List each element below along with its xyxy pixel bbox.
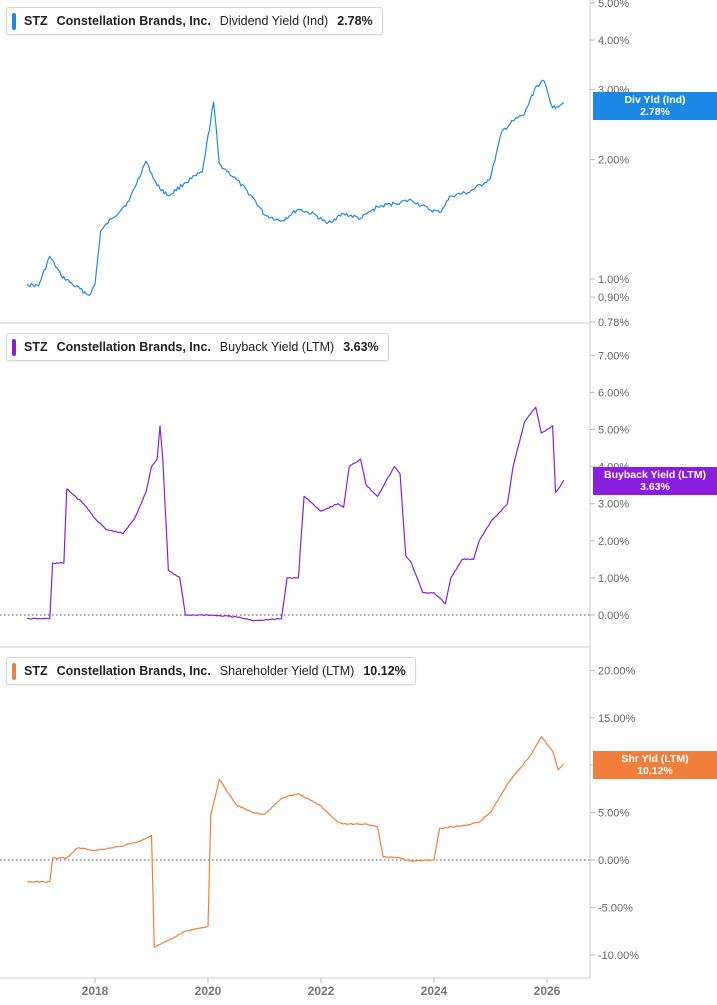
panel-separators [0, 0, 591, 979]
y-tick-label: -5.00% [598, 902, 633, 914]
y-tick-label: 7.00% [598, 350, 629, 362]
legend-value: 10.12% [363, 664, 406, 678]
x-tick-label: 2020 [195, 984, 222, 998]
zero-baselines [0, 614, 590, 861]
y-tick-label: 0.90% [598, 292, 629, 304]
series-lines [26, 79, 565, 948]
legend-value: 3.63% [343, 340, 379, 354]
series-swatch-dividend [12, 12, 16, 30]
legend-company: Constellation Brands, Inc. [56, 664, 211, 678]
x-axis-ticks: 2018 2020 2022 2024 2026 [82, 978, 561, 998]
y-tick-label: 3.00% [598, 499, 629, 511]
y-tick-label: 6.00% [598, 387, 629, 399]
y-tick-label: 1.00% [598, 573, 629, 585]
tag-value: 3.63% [640, 481, 670, 493]
current-value-tag-buyback: Buyback Yield (LTM) 3.63% [593, 467, 717, 495]
legend-metric: Dividend Yield (Ind) [219, 14, 329, 28]
tag-value: 2.78% [640, 106, 670, 118]
legend-ticker: STZ [24, 340, 48, 354]
y-tick-label: 5.00% [598, 425, 629, 437]
legend-ticker: STZ [24, 14, 48, 28]
y-tick-label: 15.00% [598, 713, 636, 725]
series-line-buyback [27, 406, 565, 622]
legend-shareholder: STZ Constellation Brands, Inc. Sharehold… [6, 657, 416, 685]
y-tick-label: -10.00% [598, 950, 639, 962]
series-swatch-shareholder [12, 662, 16, 680]
x-tick-label: 2024 [421, 984, 448, 998]
y-tick-label: 20.00% [598, 665, 636, 677]
x-tick-label: 2018 [82, 984, 109, 998]
legend-buyback: STZ Constellation Brands, Inc. Buyback Y… [6, 333, 389, 361]
legend-company: Constellation Brands, Inc. [56, 340, 211, 354]
tag-value: 10.12% [637, 765, 673, 777]
y-tick-label: 0.00% [598, 855, 629, 867]
y-tick-label: 0.78% [598, 317, 629, 329]
current-value-tag-shareholder: Shr Yld (LTM) 10.12% [593, 751, 717, 779]
y-tick-label: 5.00% [598, 808, 629, 820]
current-value-tag-dividend: Div Yld (Ind) 2.78% [593, 92, 717, 120]
legend-ticker: STZ [24, 664, 48, 678]
series-swatch-buyback [12, 338, 16, 356]
y-tick-label: 5.00% [598, 0, 629, 10]
y-tick-label: 0.00% [598, 610, 629, 622]
tag-label: Div Yld (Ind) [624, 94, 686, 106]
legend-value: 2.78% [337, 14, 373, 28]
y-tick-label: 1.00% [598, 274, 629, 286]
y-tick-label: 4.00% [598, 35, 629, 47]
legend-metric: Buyback Yield (LTM) [219, 340, 335, 354]
legend-dividend: STZ Constellation Brands, Inc. Dividend … [6, 7, 383, 35]
y-tick-label: 2.00% [598, 155, 629, 167]
series-line-dividend [26, 79, 565, 296]
x-tick-label: 2022 [308, 984, 335, 998]
legend-metric: Shareholder Yield (LTM) [219, 664, 355, 678]
legend-company: Constellation Brands, Inc. [56, 14, 211, 28]
series-line-shareholder [27, 736, 565, 948]
y-tick-label: 2.00% [598, 536, 629, 548]
tag-label: Shr Yld (LTM) [621, 753, 689, 765]
x-tick-label: 2026 [534, 984, 561, 998]
tag-label: Buyback Yield (LTM) [604, 469, 706, 481]
